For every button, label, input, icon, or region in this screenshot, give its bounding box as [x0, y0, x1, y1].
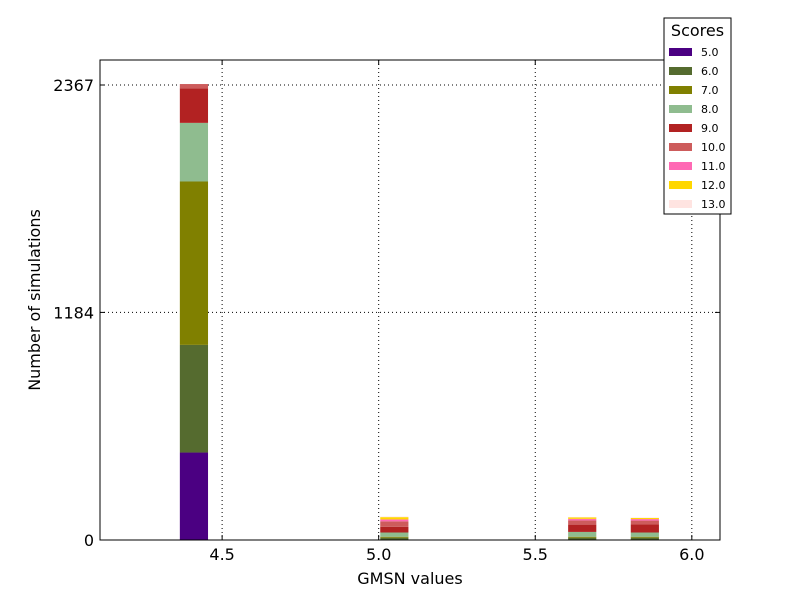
bar-segment [568, 516, 597, 518]
bar-segment [568, 536, 597, 538]
bar-segment [380, 536, 409, 538]
x-axis-label: GMSN values [357, 569, 462, 588]
bar-segment [630, 532, 659, 537]
bar-segment [630, 520, 659, 525]
y-tick-label: 1184 [53, 303, 94, 322]
legend-swatch [669, 86, 692, 94]
bar-segment [630, 537, 659, 540]
plot-frame [99, 59, 721, 541]
bar-segment [380, 517, 409, 520]
y-tick-label: 0 [84, 531, 94, 550]
legend-swatch [669, 105, 692, 113]
bar-segment [380, 516, 409, 518]
bar-segment [179, 84, 209, 89]
x-tick-label: 4.5 [209, 545, 234, 564]
legend-swatch [669, 181, 692, 189]
legend: Scores 5.0 6.0 7.0 8.0 9.0 10.0 11.0 12.0 13.0 [663, 17, 732, 215]
bar-segment [568, 520, 597, 525]
bar-segment [568, 518, 597, 521]
bar-segment [380, 532, 409, 537]
legend-label: 9.0 [701, 122, 719, 135]
y-axis-label: Number of simulations [25, 209, 44, 391]
x-tick-label: 5.5 [523, 545, 548, 564]
bar-segment [380, 526, 409, 533]
legend-label: 12.0 [701, 179, 726, 192]
legend-label: 5.0 [701, 46, 719, 59]
legend-swatch [669, 162, 692, 170]
x-tick-label: 5.0 [366, 545, 391, 564]
legend-swatch [669, 67, 692, 75]
ticks: 4.5 5.0 5.5 6.0 0 1184 2367 [53, 60, 720, 564]
legend-label: 13.0 [701, 198, 726, 211]
bars [179, 84, 659, 541]
legend-label: 10.0 [701, 141, 726, 154]
bar-segment [179, 181, 209, 345]
legend-swatch [669, 124, 692, 132]
bar-segment [380, 537, 409, 540]
bar-segment [568, 531, 597, 537]
legend-items: 5.0 6.0 7.0 8.0 9.0 10.0 11.0 12.0 13.0 [669, 46, 726, 211]
bar-segment [630, 517, 659, 519]
bar-segment [568, 517, 597, 519]
legend-title: Scores [671, 21, 724, 40]
bar-segment [380, 521, 409, 527]
bar-segment [630, 524, 659, 533]
y-tick-label: 2367 [53, 76, 94, 95]
legend-swatch [669, 48, 692, 56]
bar-segment [630, 519, 659, 521]
bar-segment [568, 537, 597, 540]
legend-swatch [669, 143, 692, 151]
legend-swatch [669, 200, 692, 208]
bar-segment [630, 517, 659, 520]
x-tick-label: 6.0 [679, 545, 704, 564]
bar-segment [630, 536, 659, 538]
bar-segment [380, 519, 409, 522]
bar-segment [179, 344, 209, 453]
bar-segment [179, 88, 209, 123]
bar-segment [179, 122, 209, 182]
bar-segment [568, 524, 597, 532]
legend-label: 7.0 [701, 84, 719, 97]
bar-segment [179, 452, 209, 540]
legend-label: 6.0 [701, 65, 719, 78]
legend-label: 8.0 [701, 103, 719, 116]
legend-label: 11.0 [701, 160, 726, 173]
